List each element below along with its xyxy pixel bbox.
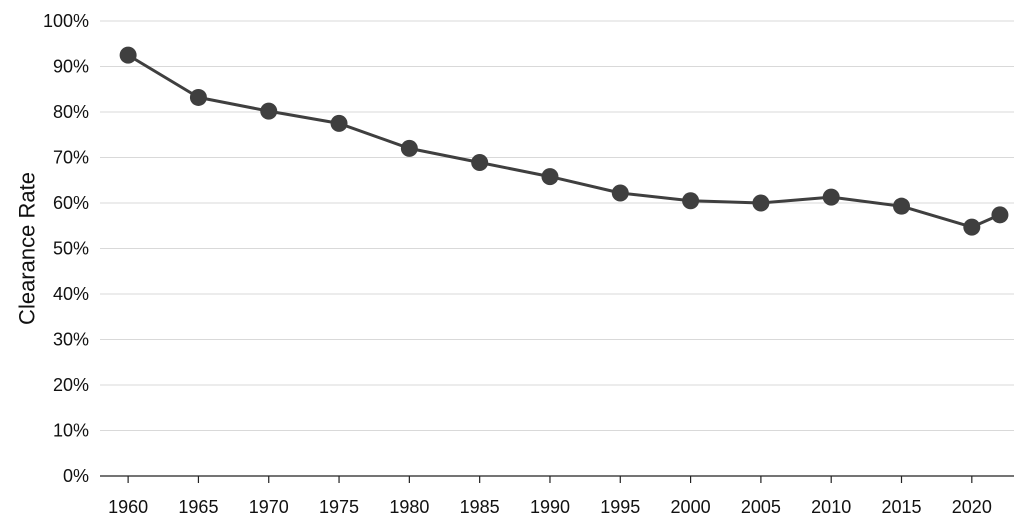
series-line — [127, 53, 1001, 229]
y-tick-label: 60% — [53, 193, 89, 213]
x-axis-ticks: 1960 1965 1970 1975 1980 1985 1990 1995 2000 2005… — [108, 476, 992, 517]
y-tick-label: 20% — [53, 375, 89, 395]
y-tick-label: 100% — [43, 11, 89, 31]
x-tick-label: 2005 — [741, 497, 781, 517]
y-tick-label: 90% — [53, 57, 89, 77]
data-point-1965 — [189, 88, 207, 106]
x-tick-label: 2000 — [671, 497, 711, 517]
x-tick-label: 1960 — [108, 497, 148, 517]
y-tick-label: 30% — [53, 330, 89, 350]
data-point-1990 — [541, 168, 559, 186]
x-tick-label: 1995 — [600, 497, 640, 517]
x-tick-label: 1985 — [460, 497, 500, 517]
data-point-2010 — [822, 188, 840, 206]
grid-lines — [100, 20, 1014, 431]
x-tick-label: 1970 — [249, 497, 289, 517]
y-tick-label: 40% — [53, 284, 89, 304]
data-point-2022 — [991, 206, 1009, 224]
x-tick-label: 1980 — [389, 497, 429, 517]
data-point-1970 — [260, 102, 278, 120]
data-point-2015 — [893, 197, 911, 215]
y-axis-ticks: 0% 10% 20% 30% 40% 50% 60% 70% 80% 90% 100% — [43, 11, 89, 486]
x-tick-label: 2015 — [881, 497, 921, 517]
data-point-2005 — [752, 194, 770, 212]
data-point-1995 — [611, 184, 629, 202]
x-tick-label: 1965 — [178, 497, 218, 517]
y-tick-label: 10% — [53, 421, 89, 441]
data-point-1985 — [471, 154, 489, 172]
series-layer — [119, 46, 1009, 236]
y-tick-label: 0% — [63, 466, 89, 486]
data-point-1960 — [119, 46, 137, 64]
x-tick-label: 1990 — [530, 497, 570, 517]
y-tick-label: 70% — [53, 148, 89, 168]
x-tick-label: 1975 — [319, 497, 359, 517]
x-tick-label: 2010 — [811, 497, 851, 517]
data-point-1975 — [330, 114, 348, 132]
data-point-1980 — [400, 139, 418, 157]
y-axis-label: Clearance Rate — [15, 172, 40, 325]
y-tick-label: 80% — [53, 102, 89, 122]
x-tick-label: 2020 — [952, 497, 992, 517]
data-point-2020 — [963, 218, 981, 236]
data-point-2000 — [682, 192, 700, 210]
y-tick-label: 50% — [53, 239, 89, 259]
